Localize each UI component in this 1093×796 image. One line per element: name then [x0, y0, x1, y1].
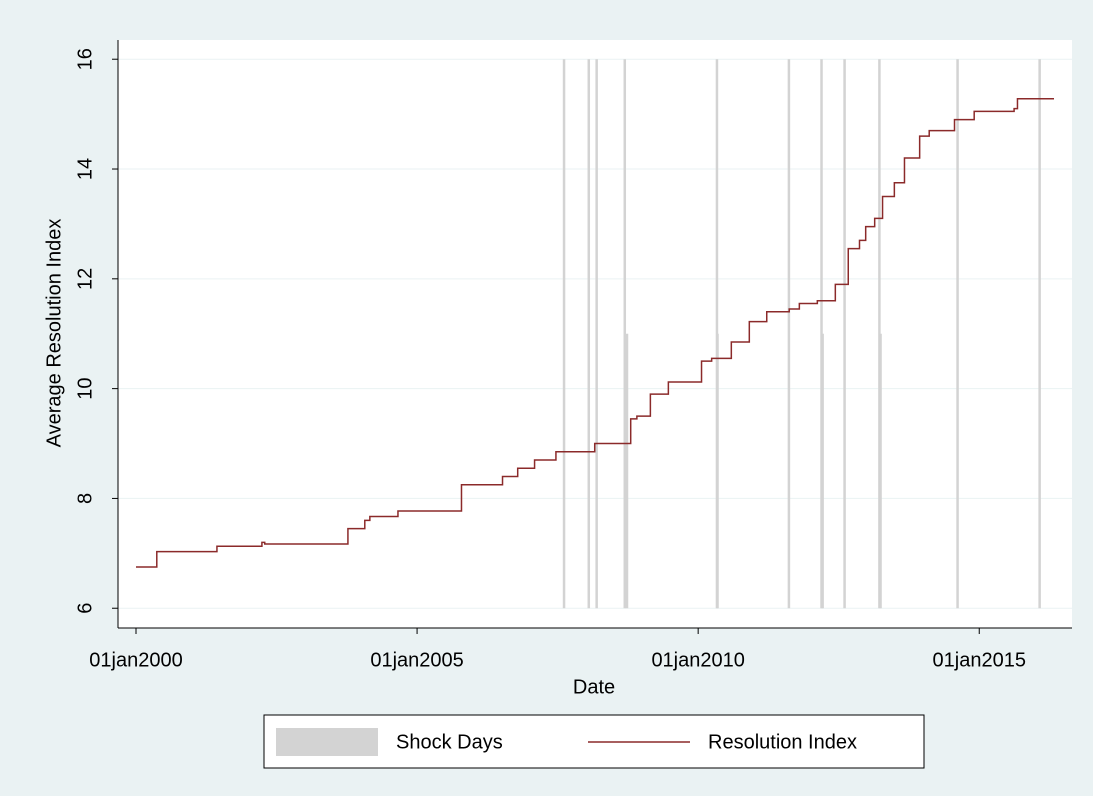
shock-bar — [587, 59, 591, 609]
shock-bar — [787, 59, 791, 609]
shock-bar — [843, 59, 846, 609]
shock-bar — [623, 59, 627, 609]
legend-label: Shock Days — [396, 731, 503, 753]
plot-area — [118, 40, 1072, 628]
shock-bar — [625, 333, 629, 609]
index-line — [135, 97, 1055, 568]
shock-bar — [595, 59, 598, 609]
shock-bar — [956, 59, 959, 609]
y-axis-label: Average Resolution Index — [43, 219, 65, 448]
legend-swatch — [276, 728, 378, 756]
x-tick-label: 01jan2000 — [89, 649, 182, 671]
y-tick-label: 6 — [74, 603, 96, 614]
shock-bar — [562, 59, 566, 609]
y-tick-label: 12 — [74, 268, 96, 290]
shock-bar — [716, 333, 719, 609]
legend-label: Resolution Index — [708, 731, 857, 753]
y-tick-label: 8 — [74, 493, 96, 504]
y-tick-label: 16 — [74, 48, 96, 70]
shock-bar — [879, 333, 882, 609]
shock-bar — [821, 333, 824, 609]
x-tick-label: 01jan2010 — [651, 649, 744, 671]
x-tick-label: 01jan2015 — [933, 649, 1026, 671]
x-axis-label: Date — [573, 676, 615, 698]
x-tick-label: 01jan2005 — [370, 649, 463, 671]
y-tick-label: 14 — [74, 158, 96, 180]
y-tick-label: 10 — [74, 378, 96, 400]
shock-bar — [1038, 59, 1041, 609]
